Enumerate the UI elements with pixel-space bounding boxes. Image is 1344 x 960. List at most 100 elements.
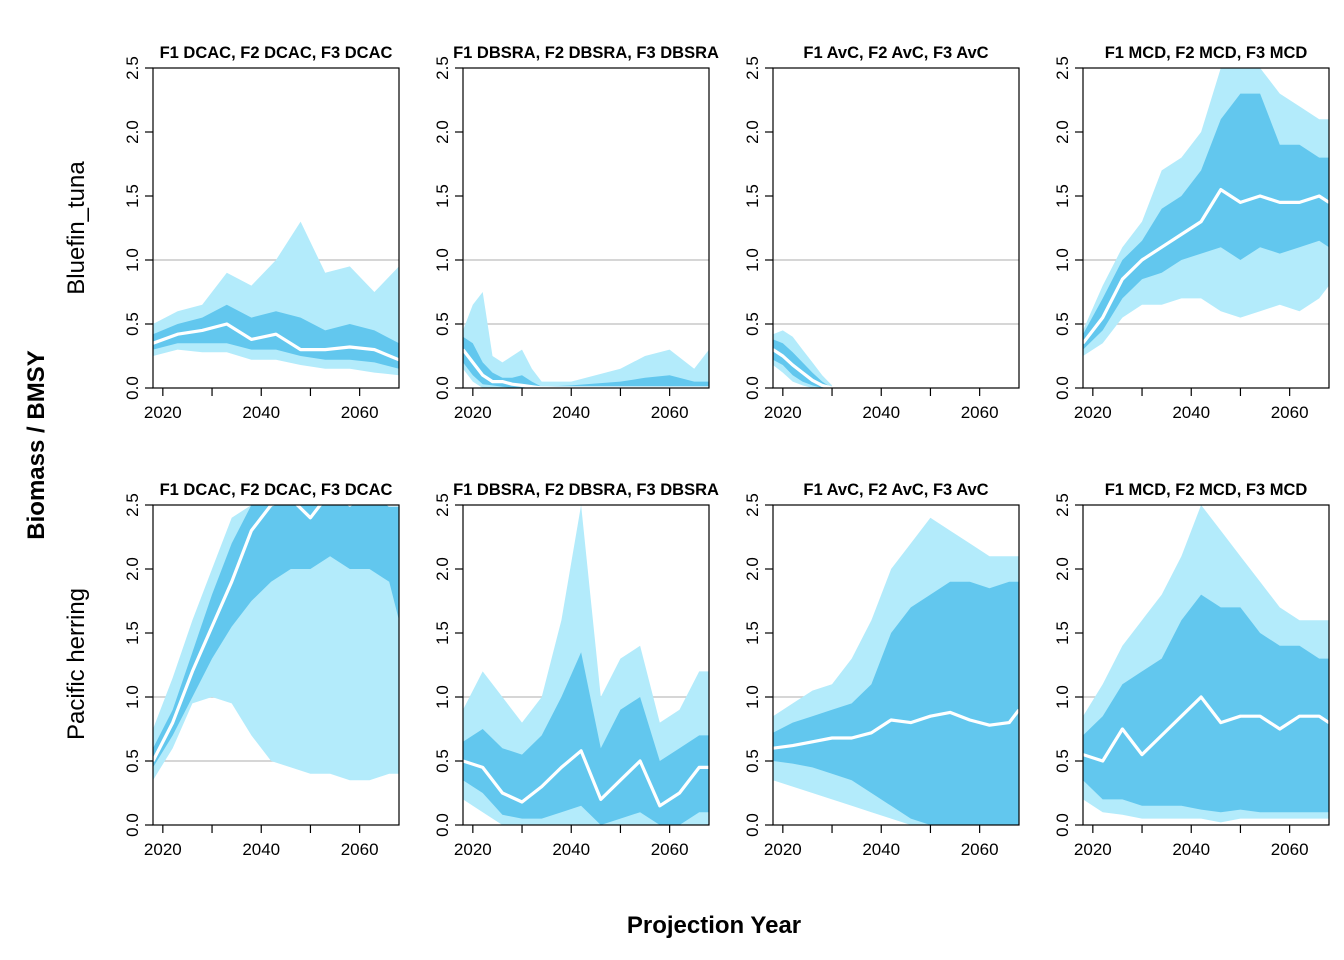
panel-frame [462, 67, 710, 389]
panel-title: F1 MCD, F2 MCD, F3 MCD [1105, 44, 1308, 62]
global-ylabel: Biomass / BMSY [23, 350, 50, 539]
y-tick-label-1: 1.0 [1053, 248, 1072, 272]
y-tick-label-0: 0.0 [743, 376, 762, 400]
inner-band [773, 339, 832, 388]
y-tick-label-2: 2.0 [123, 557, 142, 581]
y-tick-label-1-5: 1.5 [433, 184, 452, 208]
y-tick-label-1-5: 1.5 [123, 621, 142, 645]
x-tick-label-2060: 2060 [1271, 840, 1309, 859]
y-tick-label-2: 2.0 [743, 120, 762, 144]
x-tick-label-2060: 2060 [341, 840, 379, 859]
y-tick-label-2-5: 2.5 [123, 493, 142, 517]
y-tick-label-1: 1.0 [743, 248, 762, 272]
x-tick-label-2060: 2060 [651, 840, 689, 859]
x-tick-label-2020: 2020 [454, 840, 492, 859]
outer-band [463, 292, 709, 388]
y-tick-label-1-5: 1.5 [1053, 184, 1072, 208]
y-tick-label-0: 0.0 [123, 376, 142, 400]
x-tick-label-2040: 2040 [552, 840, 590, 859]
y-tick-label-2: 2.0 [1053, 120, 1072, 144]
y-tick-label-1: 1.0 [123, 685, 142, 709]
panel-title: F1 DBSRA, F2 DBSRA, F3 DBSRA [453, 44, 719, 62]
y-tick-label-0-5: 0.5 [433, 312, 452, 336]
panel-frame [152, 67, 400, 389]
x-tick-label-2020: 2020 [144, 403, 182, 422]
y-tick-label-1-5: 1.5 [123, 184, 142, 208]
median-line [1083, 695, 1329, 763]
panel-pacific-herring-2: 2020 2040 2060 0.0 0.5 1.0 1.5 2.0 2.5F1 DBSRA, … [433, 481, 719, 859]
panel-grid: 2020 2040 2060 0.0 0.5 1.0 1.5 2.0 2.5 F1 DCAC, F… [123, 44, 1330, 859]
y-tick-label-1: 1.0 [123, 248, 142, 272]
inner-band [773, 581, 1019, 825]
x-tick-label-2060: 2060 [651, 403, 689, 422]
inner-band [1083, 93, 1329, 350]
y-tick-label-2: 2.0 [123, 120, 142, 144]
panel-bluefin-tuna-1: 2020 2040 2060 0.0 0.5 1.0 1.5 2.0 2.5 F1 DCAC, F… [123, 44, 400, 422]
y-tick-label-2-5: 2.5 [1053, 56, 1072, 80]
global-xlabel: Projection Year [627, 912, 801, 939]
panel-title: F1 MCD, F2 MCD, F3 MCD [1105, 481, 1308, 499]
y-tick-label-0: 0.0 [1053, 376, 1072, 400]
x-tick-label-2060: 2060 [1271, 403, 1309, 422]
x-tick-label-2040: 2040 [862, 403, 900, 422]
median-line [1083, 188, 1329, 345]
y-tick-label-1-5: 1.5 [743, 184, 762, 208]
panel-title: F1 DBSRA, F2 DBSRA, F3 DBSRA [453, 481, 719, 499]
y-tick-label-0: 0.0 [1053, 813, 1072, 837]
panel-title: F1 DCAC, F2 DCAC, F3 DCAC [160, 481, 393, 499]
panel-bluefin-tuna-2: 2020 2040 2060 0.0 0.5 1.0 1.5 2.0 2.5F1 DBSRA, … [433, 44, 719, 422]
y-tick-label-0: 0.0 [433, 376, 452, 400]
x-tick-label-2060: 2060 [961, 403, 999, 422]
panel-title: F1 AvC, F2 AvC, F3 AvC [803, 44, 988, 62]
outer-band [773, 330, 832, 388]
plot-area [773, 330, 833, 388]
panel-pacific-herring-1: 2020 2040 2060 0.0 0.5 1.0 1.5 2.0 2.5 F1 DCAC, F… [123, 481, 400, 859]
y-tick-label-0-5: 0.5 [433, 749, 452, 773]
median-line [153, 505, 399, 762]
y-tick-label-1-5: 1.5 [743, 621, 762, 645]
y-tick-label-2-5: 2.5 [743, 493, 762, 517]
median-line [773, 708, 1019, 750]
y-tick-label-2-5: 2.5 [743, 56, 762, 80]
y-tick-label-2-5: 2.5 [1053, 493, 1072, 517]
y-tick-label-1: 1.0 [433, 685, 452, 709]
x-tick-label-2040: 2040 [1172, 840, 1210, 859]
plot-area [463, 292, 709, 388]
x-tick-label-2020: 2020 [764, 403, 802, 422]
y-tick-label-2: 2.0 [433, 120, 452, 144]
x-tick-label-2040: 2040 [552, 403, 590, 422]
x-tick-label-2040: 2040 [862, 840, 900, 859]
median-line [463, 749, 709, 808]
panel-title: F1 DCAC, F2 DCAC, F3 DCAC [160, 44, 393, 62]
y-tick-label-0-5: 0.5 [743, 312, 762, 336]
y-tick-label-0-5: 0.5 [123, 749, 142, 773]
plot-area [1083, 68, 1329, 356]
panel-frame [1082, 504, 1330, 826]
panel-bluefin-tuna-4: 2020 2040 2060 0.0 0.5 1.0 1.5 2.0 2.5 F1 MCD, F2… [1053, 44, 1330, 422]
panel-frame [152, 504, 400, 826]
y-tick-label-0-5: 0.5 [123, 312, 142, 336]
y-tick-label-0-5: 0.5 [1053, 312, 1072, 336]
y-tick-label-2: 2.0 [743, 557, 762, 581]
x-tick-label-2020: 2020 [1074, 840, 1112, 859]
outer-band [153, 505, 399, 781]
x-tick-label-2060: 2060 [961, 840, 999, 859]
x-tick-label-2040: 2040 [242, 403, 280, 422]
row-label-bluefin-tuna: Bluefin_tuna [63, 161, 90, 295]
x-tick-label-2040: 2040 [242, 840, 280, 859]
y-tick-label-1: 1.0 [433, 248, 452, 272]
row-label-pacific-herring: Pacific herring [63, 588, 90, 740]
plot-area [1083, 505, 1329, 823]
median-line [463, 348, 709, 388]
y-tick-label-0-5: 0.5 [1053, 749, 1072, 773]
plot-area [463, 505, 709, 825]
y-tick-label-2-5: 2.5 [123, 56, 142, 80]
y-tick-label-0: 0.0 [433, 813, 452, 837]
y-tick-label-1: 1.0 [743, 685, 762, 709]
panel-pacific-herring-4: 2020 2040 2060 0.0 0.5 1.0 1.5 2.0 2.5 F1 MCD, F2… [1053, 481, 1330, 859]
y-tick-label-0: 0.0 [123, 813, 142, 837]
x-tick-label-2060: 2060 [341, 403, 379, 422]
y-tick-label-1-5: 1.5 [433, 621, 452, 645]
inner-band [153, 505, 399, 768]
y-tick-label-2: 2.0 [1053, 557, 1072, 581]
